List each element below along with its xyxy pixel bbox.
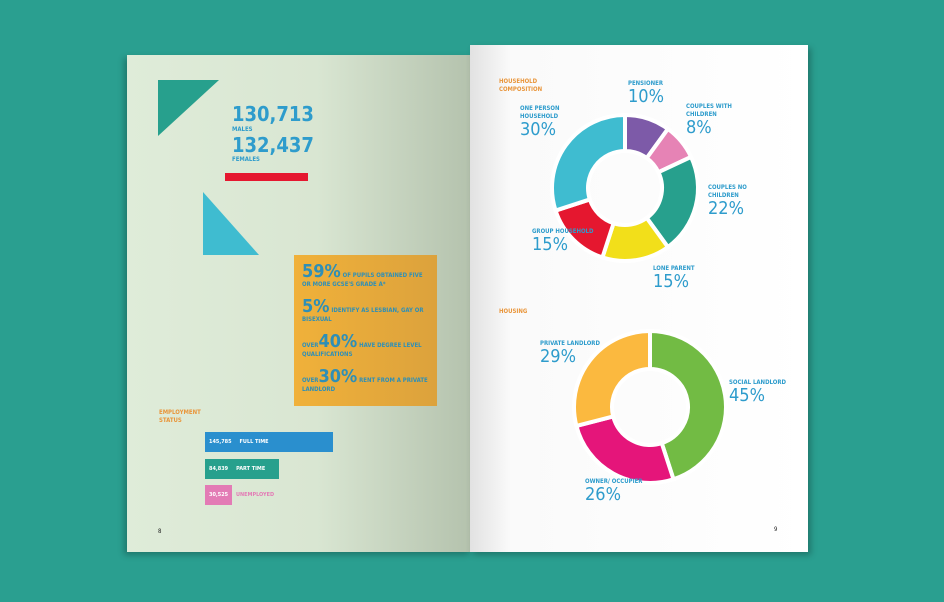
housing-title: HOUSING <box>499 308 528 315</box>
slice-category: ONE PERSON HOUSEHOLD <box>520 105 560 120</box>
slice-label: SOCIAL LANDLORD 45% <box>729 379 799 405</box>
slice-one-person-household <box>550 112 627 214</box>
household-title: HOUSEHOLD COMPOSITION <box>499 78 543 93</box>
stat-value: 5% <box>302 296 330 317</box>
bar-value: 145,785 <box>209 439 232 445</box>
stat-value: 59% <box>302 261 341 282</box>
teal-triangle <box>158 80 219 136</box>
stat-item: 59% OF PUPILS OBTAINED FIVE OR MORE GCSE… <box>302 263 429 289</box>
slice-label: PENSIONER 10% <box>628 80 698 106</box>
slice-label: OWNER/ OCCUPIER 26% <box>585 478 655 504</box>
bar-category: UNEMPLOYED <box>236 492 275 498</box>
page-number-right: 9 <box>774 526 778 533</box>
slice-percent: 29% <box>540 346 576 367</box>
slice-owner-occupier <box>573 414 677 485</box>
slice-label: ONE PERSON HOUSEHOLD 30% <box>520 105 590 139</box>
bar-unemployed: 30,525 UNEMPLOYED <box>205 485 274 505</box>
slice-label: GROUP HOUSEHOLD 15% <box>532 228 602 254</box>
stat-text: RENT FROM A PRIVATE LANDLORD <box>302 377 428 393</box>
slice-percent: 30% <box>520 119 556 140</box>
bar-category: PART TIME <box>236 465 266 472</box>
page-number-left: 8 <box>158 528 162 535</box>
slice-category: PRIVATE LANDLORD <box>540 340 600 347</box>
slice-percent: 26% <box>585 484 621 505</box>
slice-category: GROUP HOUSEHOLD <box>532 228 594 235</box>
stat-prefix: OVER <box>302 342 319 349</box>
bar-full-time: 145,785 FULL TIME <box>205 432 333 452</box>
slice-label: PRIVATE LANDLORD 29% <box>540 340 610 366</box>
males-label: MALES <box>232 126 253 133</box>
slice-percent: 22% <box>708 198 744 219</box>
bar-value: 30,525 <box>209 492 229 498</box>
slice-label: COUPLES WITH CHILDREN 8% <box>686 103 756 137</box>
slice-social-landlord <box>648 328 728 482</box>
stat-box: 59% OF PUPILS OBTAINED FIVE OR MORE GCSE… <box>294 255 437 406</box>
females-label: FEMALES <box>232 156 260 163</box>
females-count: 132,437 <box>232 133 314 157</box>
slice-category: OWNER/ OCCUPIER <box>585 478 643 485</box>
slice-percent: 15% <box>653 271 689 292</box>
stat-item: 5% IDENTIFY AS LESBIAN, GAY OR BISEXUAL <box>302 298 429 324</box>
slice-category: SOCIAL LANDLORD <box>729 379 787 386</box>
slice-category: PENSIONER <box>628 80 664 87</box>
stat-item: OVER40% HAVE DEGREE LEVEL QUALIFICATIONS <box>302 333 429 359</box>
slice-percent: 45% <box>729 385 765 406</box>
red-divider <box>225 173 308 181</box>
slice-category: COUPLES WITH CHILDREN <box>686 103 732 118</box>
employment-title: EMPLOYMENT STATUS <box>159 409 201 424</box>
household-donut <box>550 112 700 263</box>
stat-prefix: OVER <box>302 377 319 384</box>
slice-label: LONE PARENT 15% <box>653 265 723 291</box>
housing-donut <box>572 328 728 485</box>
slice-category: LONE PARENT <box>653 265 695 272</box>
slice-category: COUPLES NO CHILDREN <box>708 184 747 199</box>
stat-value: 40% <box>318 331 358 352</box>
bar-value: 84,839 <box>209 465 229 472</box>
slice-private-landlord <box>572 328 652 429</box>
males-count: 130,713 <box>232 102 314 126</box>
stat-value: 30% <box>318 366 358 387</box>
stat-item: OVER30% RENT FROM A PRIVATE LANDLORD <box>302 368 429 394</box>
slice-percent: 8% <box>686 117 712 138</box>
bar-part-time: 84,839 PART TIME <box>205 458 279 479</box>
stat-text: OF PUPILS OBTAINED FIVE OR MORE GCSE'S G… <box>302 272 423 288</box>
bar-category: FULL TIME <box>239 439 269 445</box>
stat-text: IDENTIFY AS LESBIAN, GAY OR BISEXUAL <box>302 307 424 323</box>
slice-percent: 10% <box>628 86 664 107</box>
stat-text: HAVE DEGREE LEVEL QUALIFICATIONS <box>302 342 422 358</box>
cyan-triangle <box>203 192 259 255</box>
slice-percent: 15% <box>532 234 568 255</box>
slice-label: COUPLES NO CHILDREN 22% <box>708 184 778 218</box>
